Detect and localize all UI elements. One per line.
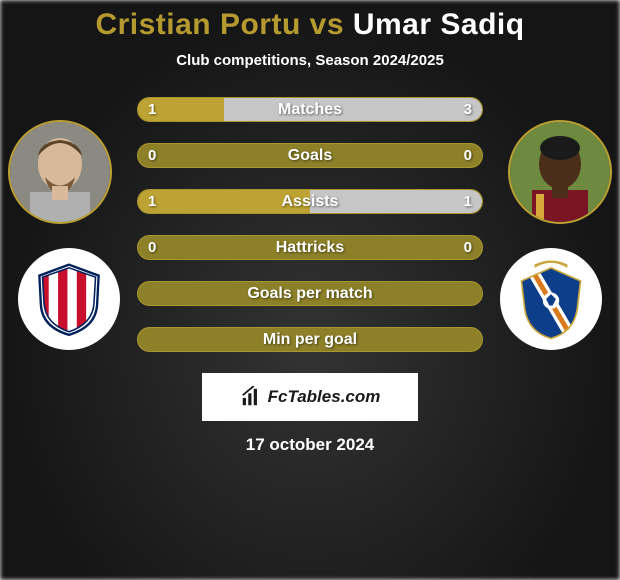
page-title: Cristian Portu vs Umar Sadiq — [0, 8, 620, 42]
stat-row: Assists1 1 — [0, 189, 620, 214]
brand-text: FcTables.com — [268, 387, 381, 407]
stat-row: Hattricks0 0 — [0, 235, 620, 260]
stat-label: Goals per match — [138, 285, 482, 303]
title-vs: vs — [301, 8, 353, 41]
stat-bar-track: Assists1 1 — [137, 189, 483, 214]
stat-row: Goals per match — [0, 281, 620, 306]
stat-left-value: 1 — [148, 193, 156, 210]
stat-right-value: 1 — [464, 193, 472, 210]
stat-left-value: 0 — [148, 239, 156, 256]
stat-label: Goals — [138, 147, 482, 165]
stat-left-value: 0 — [148, 147, 156, 164]
subtitle: Club competitions, Season 2024/2025 — [0, 52, 620, 69]
date-text: 17 october 2024 — [0, 435, 620, 455]
stat-label: Assists — [138, 193, 482, 211]
card: Cristian Portu vs Umar Sadiq Club compet… — [0, 0, 620, 580]
stat-bar-track: Min per goal — [137, 327, 483, 352]
stat-bars: Matches13Goals00Assists11Hattricks00Goal… — [0, 97, 620, 352]
chart-icon — [240, 386, 262, 408]
stat-right-value: 0 — [464, 147, 472, 164]
title-player2: Umar Sadiq — [353, 8, 525, 41]
stat-right-value: 0 — [464, 239, 472, 256]
stat-bar-track: Matches1 3 — [137, 97, 483, 122]
stat-row: Min per goal — [0, 327, 620, 352]
title-player1: Cristian Portu — [95, 8, 300, 41]
stat-row: Matches1 3 — [0, 97, 620, 122]
stat-label: Min per goal — [138, 331, 482, 349]
stat-bar-track: Goals per match — [137, 281, 483, 306]
stat-bar-track: Goals0 0 — [137, 143, 483, 168]
stat-label: Matches — [138, 101, 482, 119]
stat-label: Hattricks — [138, 239, 482, 257]
stat-right-value: 3 — [464, 101, 472, 118]
stat-left-value: 1 — [148, 101, 156, 118]
stat-row: Goals0 0 — [0, 143, 620, 168]
stat-bar-track: Hattricks0 0 — [137, 235, 483, 260]
brand-badge: FcTables.com — [202, 373, 418, 421]
